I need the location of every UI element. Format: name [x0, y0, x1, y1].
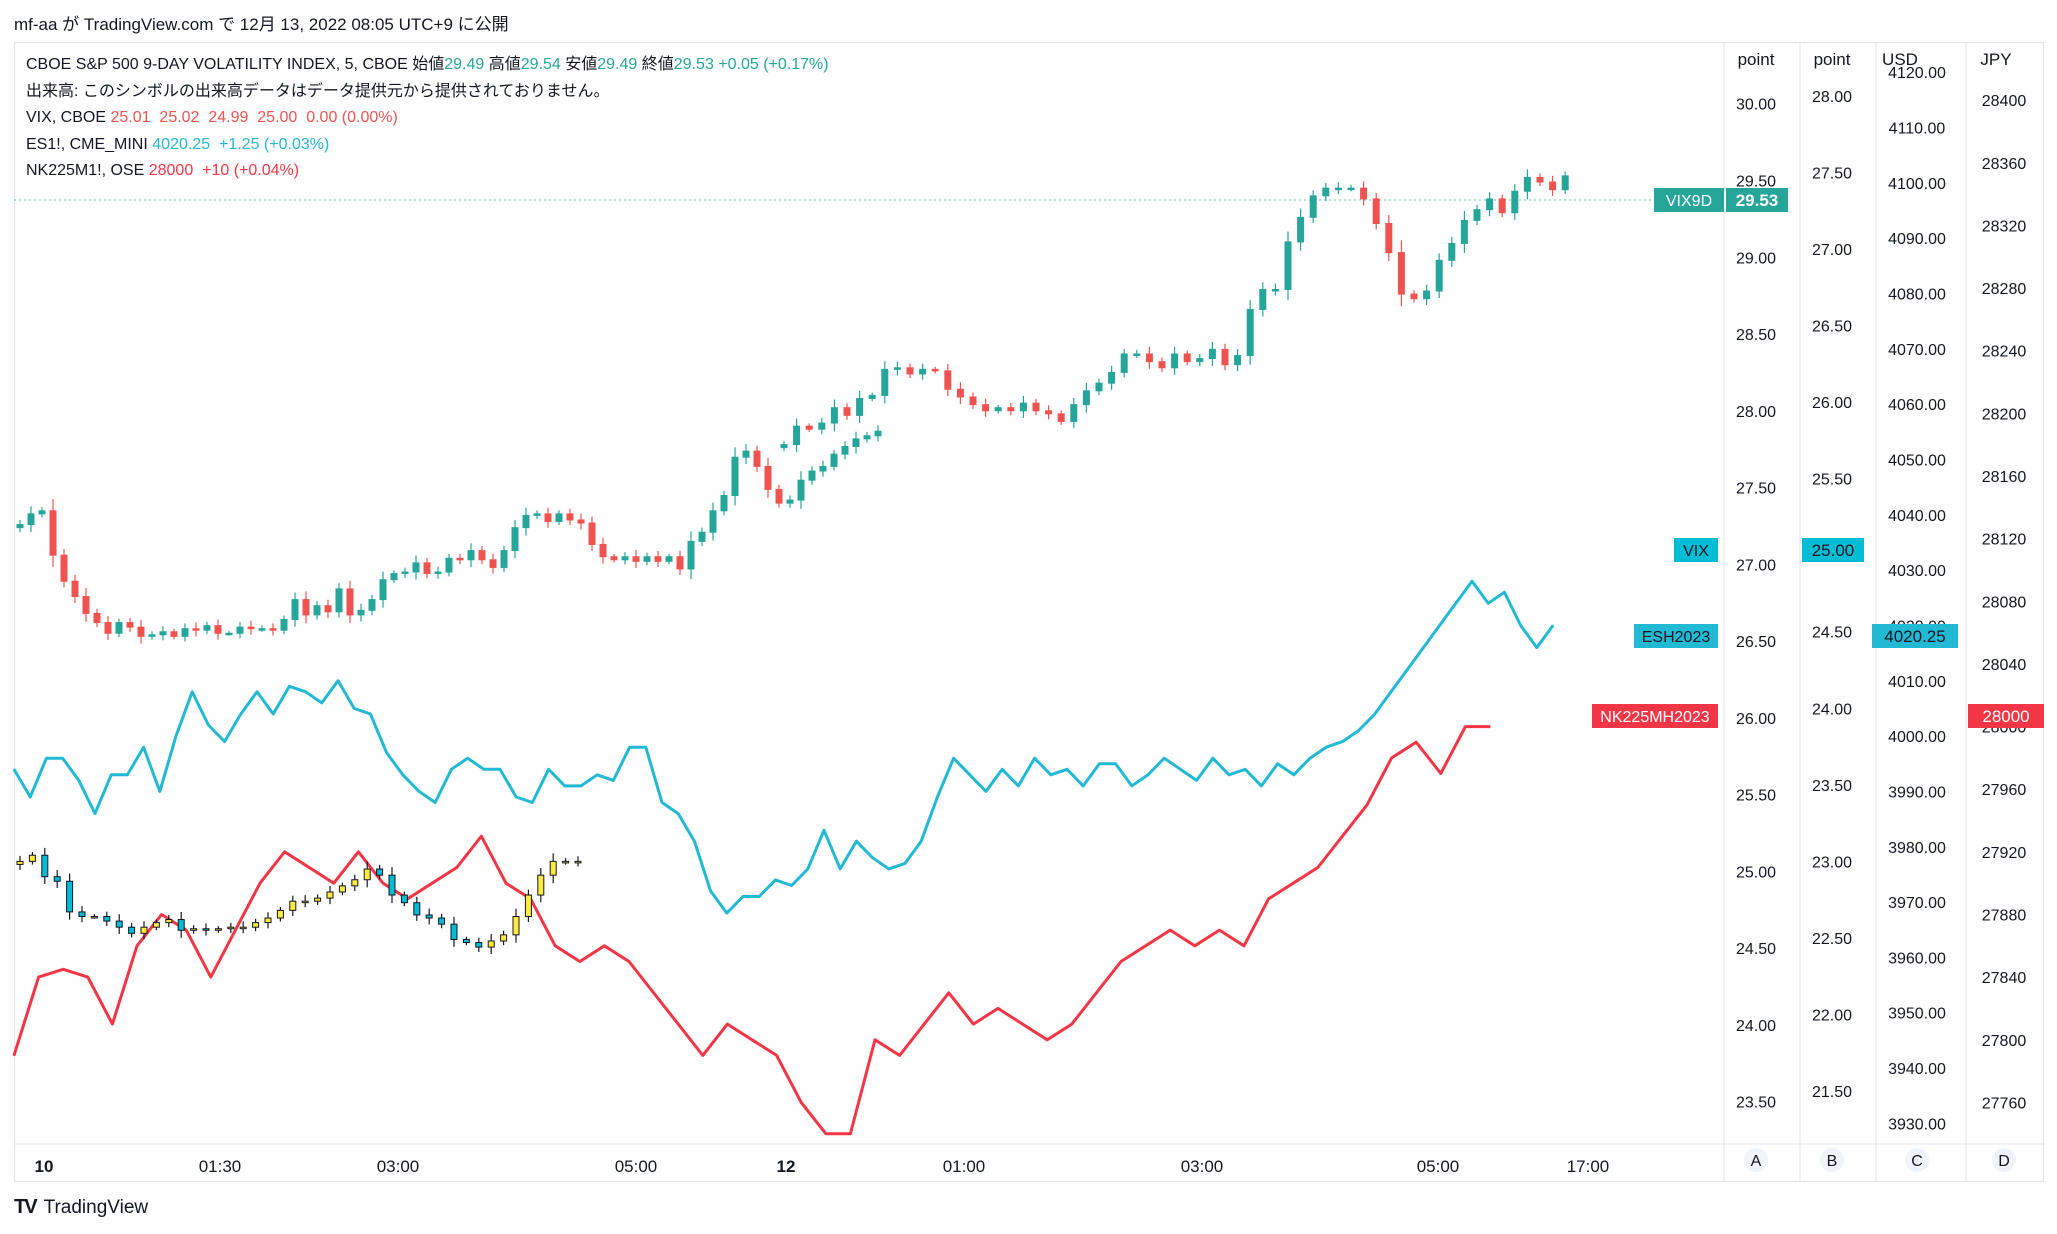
legend-es-values: 4020.25 +1.25 (+0.03%)	[152, 135, 330, 153]
legend-vix-row[interactable]: VIX, CBOE 25.01 25.02 24.99 25.00 0.00 (…	[26, 105, 829, 132]
tradingview-logo-icon: TV	[14, 1196, 38, 1218]
legend-nk-row[interactable]: NK225M1!, OSE 28000 +10 (+0.04%)	[26, 158, 829, 185]
legend-vix-name: VIX, CBOE	[26, 109, 107, 126]
legend-vix-values: 25.01 25.02 24.99 25.00 0.00 (0.00%)	[110, 109, 398, 126]
legend-high-label: 高値	[488, 56, 521, 73]
chart-frame[interactable]	[14, 42, 2044, 1182]
legend-es-row[interactable]: ES1!, CME_MINI 4020.25 +1.25 (+0.03%)	[26, 132, 829, 159]
legend-main-row[interactable]: CBOE S&P 500 9-DAY VOLATILITY INDEX, 5, …	[26, 52, 829, 79]
tradingview-logo[interactable]: TV TradingView	[14, 1196, 148, 1219]
legend-low-value: 29.49	[597, 56, 638, 73]
legend-nk-values: 28000 +10 (+0.04%)	[148, 162, 300, 179]
legend-es-name: ES1!, CME_MINI	[26, 135, 148, 153]
legend-close-label: 終値	[641, 56, 674, 73]
legend-high-value: 29.54	[520, 56, 561, 73]
legend-low-label: 安値	[565, 56, 598, 73]
legend-nk-name: NK225M1!, OSE	[26, 162, 145, 179]
publisher-line: mf-aa が TradingView.com で 12月 13, 2022 0…	[14, 15, 509, 34]
legend-close-value: 29.53	[673, 56, 714, 73]
tradingview-logo-text: TradingView	[43, 1196, 149, 1218]
legend-change-value: +0.05 (+0.17%)	[718, 56, 829, 73]
legend-volume-note: 出来高: このシンボルの出来高データはデータ提供元から提供されておりません。	[26, 82, 610, 100]
legend-open-value: 29.49	[444, 56, 485, 73]
chart-legend: CBOE S&P 500 9-DAY VOLATILITY INDEX, 5, …	[26, 52, 829, 185]
legend-main-name: CBOE S&P 500 9-DAY VOLATILITY INDEX, 5, …	[26, 56, 408, 73]
legend-open-label: 始値	[412, 56, 445, 73]
